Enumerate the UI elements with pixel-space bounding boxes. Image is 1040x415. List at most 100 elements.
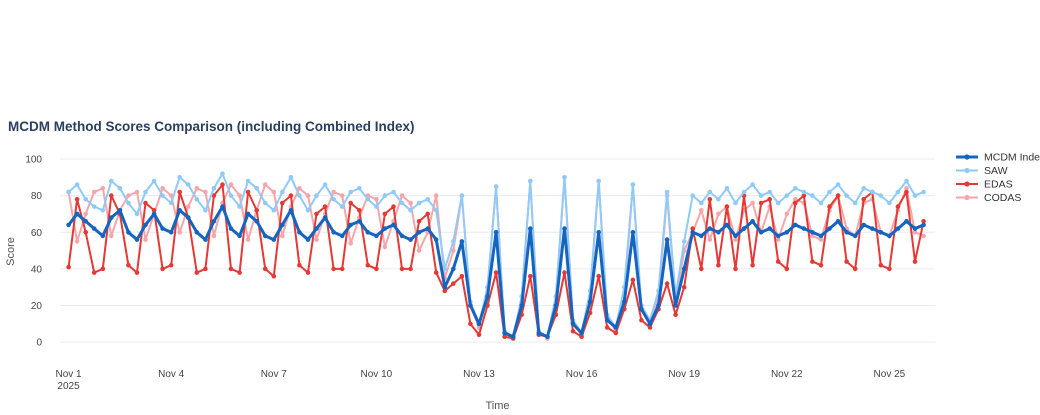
data-point-saw[interactable]: [382, 193, 388, 198]
data-point-saw[interactable]: [203, 208, 208, 213]
data-point-codas[interactable]: [707, 237, 713, 242]
data-point-mcdm-index[interactable]: [639, 306, 644, 312]
data-point-mcdm-index[interactable]: [126, 230, 131, 235]
data-point-mcdm-index[interactable]: [510, 334, 516, 340]
data-point-edas[interactable]: [262, 266, 268, 272]
data-point-mcdm-index[interactable]: [433, 237, 439, 242]
data-point-edas[interactable]: [365, 262, 371, 268]
data-point-edas[interactable]: [835, 193, 841, 198]
legend-item-edas[interactable]: EDAS: [956, 179, 1013, 191]
data-point-edas[interactable]: [750, 262, 755, 268]
data-point-mcdm-index[interactable]: [468, 303, 473, 308]
data-point-edas[interactable]: [596, 273, 601, 279]
data-point-saw[interactable]: [724, 186, 730, 191]
data-point-mcdm-index[interactable]: [91, 226, 97, 231]
data-point-edas[interactable]: [827, 204, 832, 209]
data-point-edas[interactable]: [767, 197, 772, 202]
data-point-saw[interactable]: [237, 204, 242, 209]
data-point-mcdm-index[interactable]: [399, 233, 405, 239]
data-point-mcdm-index[interactable]: [912, 226, 918, 231]
data-point-saw[interactable]: [262, 200, 268, 206]
data-point-mcdm-index[interactable]: [673, 303, 678, 308]
data-point-edas[interactable]: [425, 211, 431, 217]
data-point-mcdm-index[interactable]: [656, 303, 661, 308]
data-point-mcdm-index[interactable]: [699, 233, 704, 239]
series-mcdm-index[interactable]: [66, 204, 926, 340]
data-point-saw[interactable]: [399, 200, 405, 206]
data-point-edas[interactable]: [459, 273, 465, 279]
data-point-edas[interactable]: [493, 270, 499, 275]
data-point-saw[interactable]: [562, 175, 567, 180]
data-point-edas[interactable]: [810, 259, 815, 264]
data-point-edas[interactable]: [109, 193, 114, 198]
data-point-mcdm-index[interactable]: [339, 233, 345, 239]
data-point-saw[interactable]: [758, 193, 764, 198]
data-point-edas[interactable]: [852, 266, 858, 272]
data-point-edas[interactable]: [681, 284, 687, 290]
data-point-mcdm-index[interactable]: [168, 230, 174, 235]
data-point-edas[interactable]: [793, 200, 798, 206]
data-point-edas[interactable]: [579, 334, 584, 340]
data-point-saw[interactable]: [887, 200, 892, 206]
data-point-mcdm-index[interactable]: [442, 284, 448, 290]
data-point-edas[interactable]: [733, 266, 738, 272]
data-point-mcdm-index[interactable]: [562, 226, 567, 231]
data-point-mcdm-index[interactable]: [280, 222, 285, 228]
data-point-edas[interactable]: [374, 266, 379, 272]
data-point-saw[interactable]: [690, 193, 695, 198]
data-point-edas[interactable]: [861, 197, 866, 202]
data-point-mcdm-index[interactable]: [784, 230, 790, 235]
data-point-mcdm-index[interactable]: [690, 230, 695, 235]
data-point-saw[interactable]: [160, 193, 165, 198]
data-point-mcdm-index[interactable]: [262, 233, 268, 239]
data-point-edas[interactable]: [357, 208, 362, 213]
data-point-edas[interactable]: [758, 200, 764, 206]
data-point-edas[interactable]: [528, 273, 533, 279]
data-point-codas[interactable]: [245, 237, 251, 242]
data-point-mcdm-index[interactable]: [382, 226, 388, 231]
data-point-edas[interactable]: [254, 208, 259, 213]
data-point-edas[interactable]: [818, 262, 824, 268]
data-point-codas[interactable]: [305, 193, 311, 198]
data-point-mcdm-index[interactable]: [374, 233, 379, 239]
data-point-saw[interactable]: [280, 189, 285, 195]
data-point-saw[interactable]: [134, 211, 140, 217]
legend-item-mcdm-index[interactable]: MCDM Index: [956, 152, 1040, 164]
data-point-mcdm-index[interactable]: [314, 226, 319, 231]
data-point-edas[interactable]: [91, 270, 97, 275]
data-point-saw[interactable]: [143, 189, 148, 195]
data-point-saw[interactable]: [451, 239, 456, 244]
data-point-mcdm-index[interactable]: [83, 219, 88, 224]
data-point-edas[interactable]: [699, 266, 704, 272]
data-point-mcdm-index[interactable]: [254, 219, 259, 224]
data-point-mcdm-index[interactable]: [203, 237, 208, 242]
data-point-saw[interactable]: [408, 208, 413, 213]
data-point-edas[interactable]: [878, 262, 884, 268]
data-point-saw[interactable]: [339, 204, 345, 209]
data-point-mcdm-index[interactable]: [220, 204, 225, 209]
data-point-saw[interactable]: [305, 208, 311, 213]
data-point-codas[interactable]: [194, 186, 200, 191]
data-point-saw[interactable]: [365, 197, 371, 202]
data-point-edas[interactable]: [211, 193, 217, 198]
data-point-edas[interactable]: [613, 330, 619, 336]
series-saw[interactable]: [66, 171, 926, 340]
data-point-mcdm-index[interactable]: [741, 226, 747, 231]
data-point-saw[interactable]: [117, 186, 123, 191]
data-point-codas[interactable]: [775, 237, 781, 242]
data-point-edas[interactable]: [168, 262, 174, 268]
data-point-saw[interactable]: [425, 197, 431, 202]
data-point-mcdm-index[interactable]: [493, 230, 499, 235]
data-point-saw[interactable]: [852, 200, 858, 206]
data-point-edas[interactable]: [237, 270, 242, 275]
data-point-codas[interactable]: [818, 237, 824, 242]
data-point-saw[interactable]: [818, 200, 824, 206]
data-point-mcdm-index[interactable]: [322, 215, 328, 220]
data-point-edas[interactable]: [331, 266, 336, 272]
data-point-saw[interactable]: [100, 208, 106, 213]
data-point-mcdm-index[interactable]: [545, 334, 550, 340]
legend-item-saw[interactable]: SAW: [956, 165, 1008, 177]
data-point-edas[interactable]: [143, 200, 148, 206]
data-point-edas[interactable]: [322, 204, 328, 209]
data-point-edas[interactable]: [100, 266, 106, 272]
